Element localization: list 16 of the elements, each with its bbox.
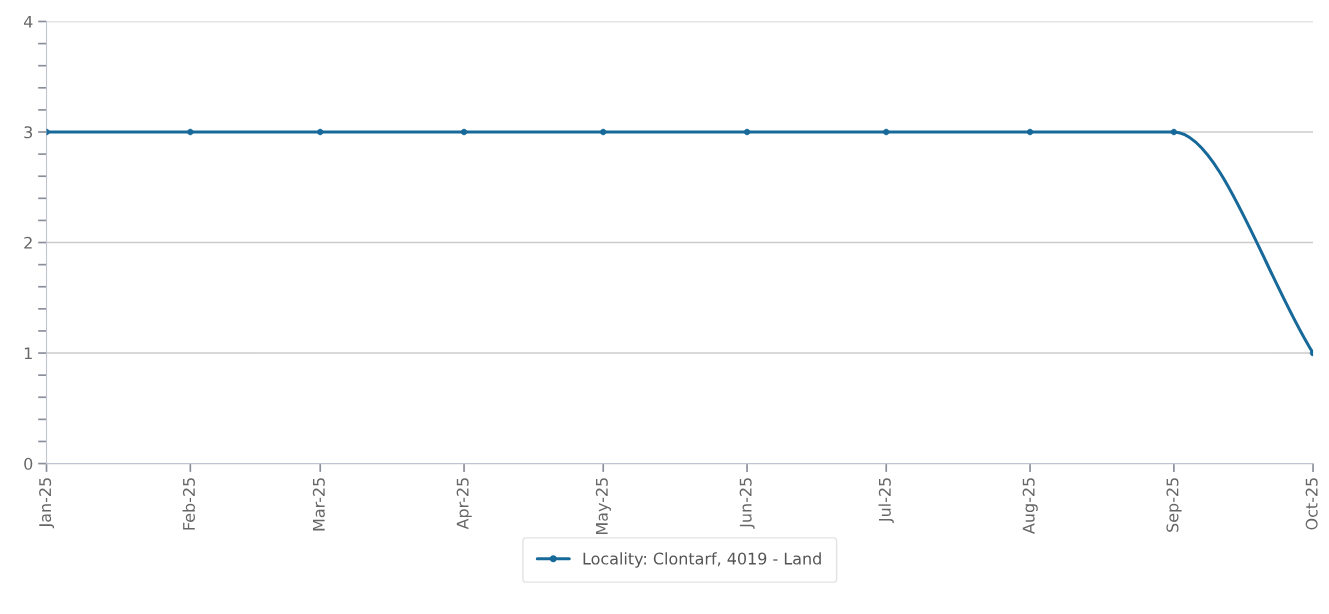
y-tick-label: 1 [24, 347, 32, 360]
y-tick-label: 4 [23, 15, 33, 28]
y-tick-label: 0 [24, 457, 33, 470]
x-tick-label: Jan-25 [39, 478, 55, 529]
y-tick-label: 3 [24, 126, 33, 139]
y-tick-label: 2 [24, 236, 32, 249]
legend-label: Locality: Clontarf, 4019 - Land [583, 552, 821, 568]
x-tick-label: Jul-25 [878, 478, 894, 523]
x-tick-label: Oct-25 [1305, 478, 1318, 530]
x-tick-label: Aug-25 [1022, 478, 1038, 534]
x-tick-label: Mar-25 [312, 478, 325, 531]
x-tick-label: Apr-25 [456, 478, 472, 530]
x-tick-label: May-25 [595, 478, 611, 535]
x-tick-label: Sep-25 [1166, 478, 1182, 532]
x-tick-label: Feb-25 [182, 478, 195, 530]
x-tick-label: Jun-25 [739, 478, 755, 529]
